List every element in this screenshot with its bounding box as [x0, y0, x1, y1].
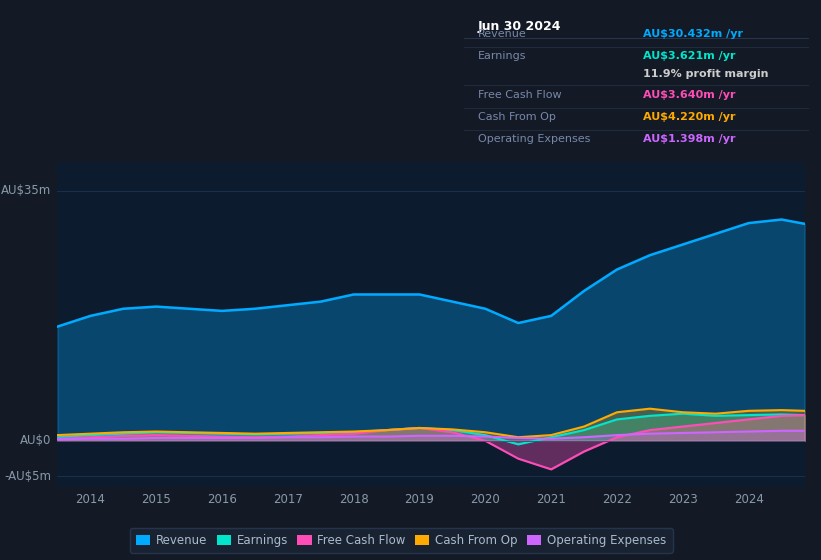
Text: Earnings: Earnings: [478, 52, 526, 61]
Text: Operating Expenses: Operating Expenses: [478, 134, 590, 144]
Text: -AU$5m: -AU$5m: [4, 470, 51, 483]
Text: AU$1.398m /yr: AU$1.398m /yr: [643, 134, 736, 144]
Legend: Revenue, Earnings, Free Cash Flow, Cash From Op, Operating Expenses: Revenue, Earnings, Free Cash Flow, Cash …: [130, 528, 672, 553]
Text: AU$3.640m /yr: AU$3.640m /yr: [643, 90, 736, 100]
Text: 11.9% profit margin: 11.9% profit margin: [643, 69, 768, 79]
Text: AU$30.432m /yr: AU$30.432m /yr: [643, 29, 743, 39]
Text: AU$3.621m /yr: AU$3.621m /yr: [643, 52, 736, 61]
Text: Jun 30 2024: Jun 30 2024: [478, 20, 562, 33]
Text: Cash From Op: Cash From Op: [478, 112, 556, 122]
Text: AU$35m: AU$35m: [1, 184, 51, 198]
Text: Revenue: Revenue: [478, 29, 526, 39]
Text: AU$0: AU$0: [20, 435, 51, 447]
Text: Free Cash Flow: Free Cash Flow: [478, 90, 562, 100]
Text: AU$4.220m /yr: AU$4.220m /yr: [643, 112, 736, 122]
